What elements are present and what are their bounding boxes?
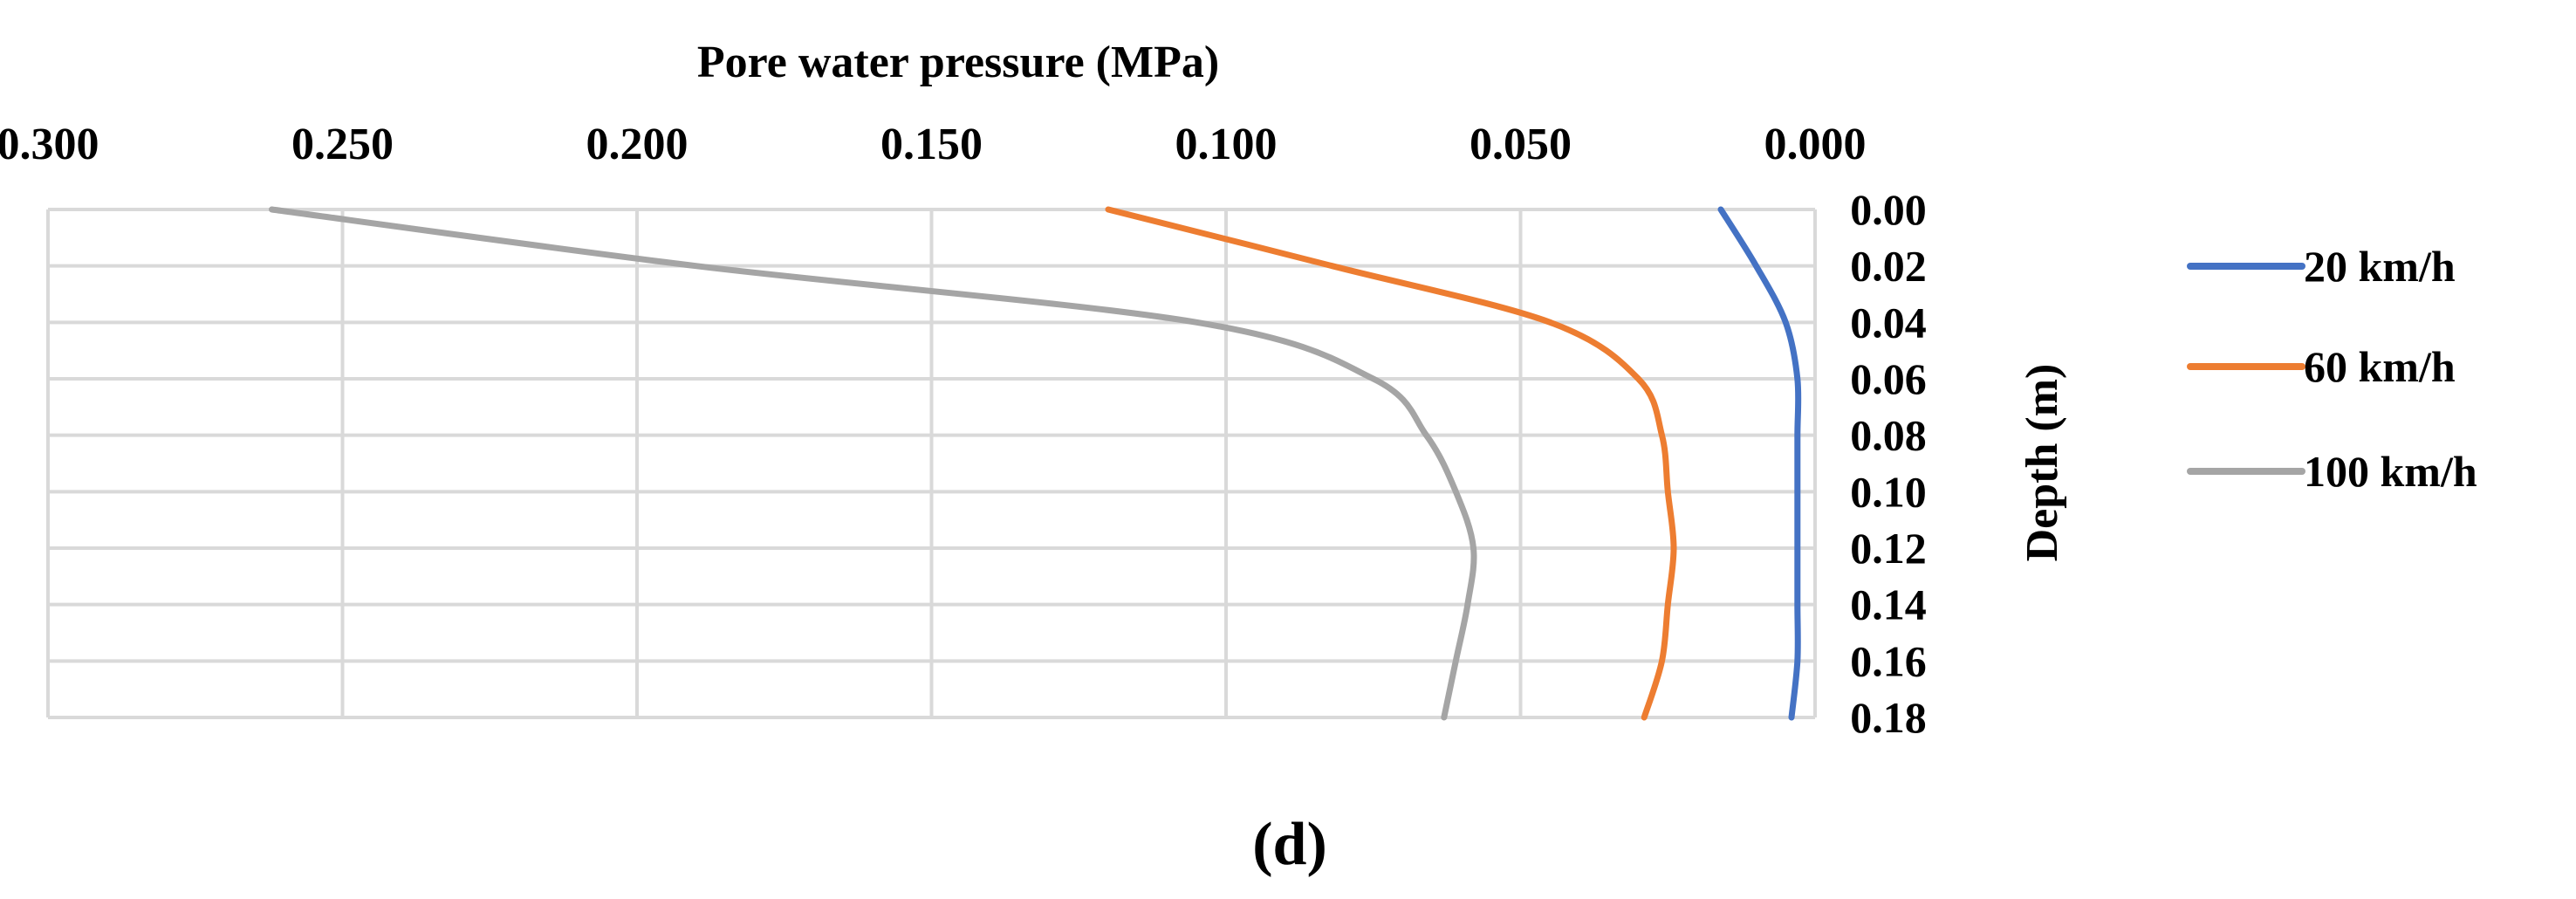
x-axis-ticks: 0.300 0.250 0.200 0.150 0.100 0.050 0.000 — [0, 120, 1867, 169]
y-tick-label: 0.12 — [1850, 524, 1927, 573]
y-tick-label: 0.14 — [1850, 580, 1927, 629]
legend-label: 60 km/h — [2304, 342, 2456, 391]
x-tick-label: 0.300 — [0, 120, 99, 169]
y-tick-label: 0.08 — [1850, 411, 1927, 460]
x-tick-label: 0.050 — [1470, 120, 1572, 169]
legend-label: 100 km/h — [2304, 447, 2477, 496]
x-tick-label: 0.000 — [1764, 120, 1867, 169]
y-tick-label: 0.06 — [1850, 354, 1927, 403]
x-tick-label: 0.150 — [880, 120, 983, 169]
x-tick-label: 0.200 — [586, 120, 689, 169]
series-line-60-km-h — [1105, 206, 1677, 721]
y-tick-label: 0.10 — [1850, 467, 1927, 516]
figure-caption: (d) — [1252, 811, 1327, 878]
y-tick-label: 0.16 — [1850, 636, 1927, 685]
y-tick-label: 0.18 — [1850, 693, 1927, 742]
series-line-20-km-h — [1717, 206, 1802, 721]
y-tick-label: 0.00 — [1850, 185, 1927, 234]
y-tick-label: 0.02 — [1850, 242, 1927, 291]
x-axis-title: Pore water pressure (MPa) — [697, 38, 1219, 87]
grid — [46, 208, 1817, 719]
series-line-100-km-h — [269, 206, 1477, 721]
y-tick-label: 0.04 — [1850, 298, 1927, 347]
x-tick-label: 0.250 — [291, 120, 394, 169]
y-axis-title: Depth (m) — [2018, 364, 2067, 562]
legend: 20 km/h 60 km/h 100 km/h — [2187, 242, 2477, 496]
y-axis-ticks: 0.00 0.02 0.04 0.06 0.08 0.10 0.12 0.14 0.16 0.18 — [1850, 185, 1927, 742]
series-lines — [269, 206, 1802, 721]
legend-label: 20 km/h — [2304, 242, 2456, 291]
x-tick-label: 0.100 — [1175, 120, 1278, 169]
